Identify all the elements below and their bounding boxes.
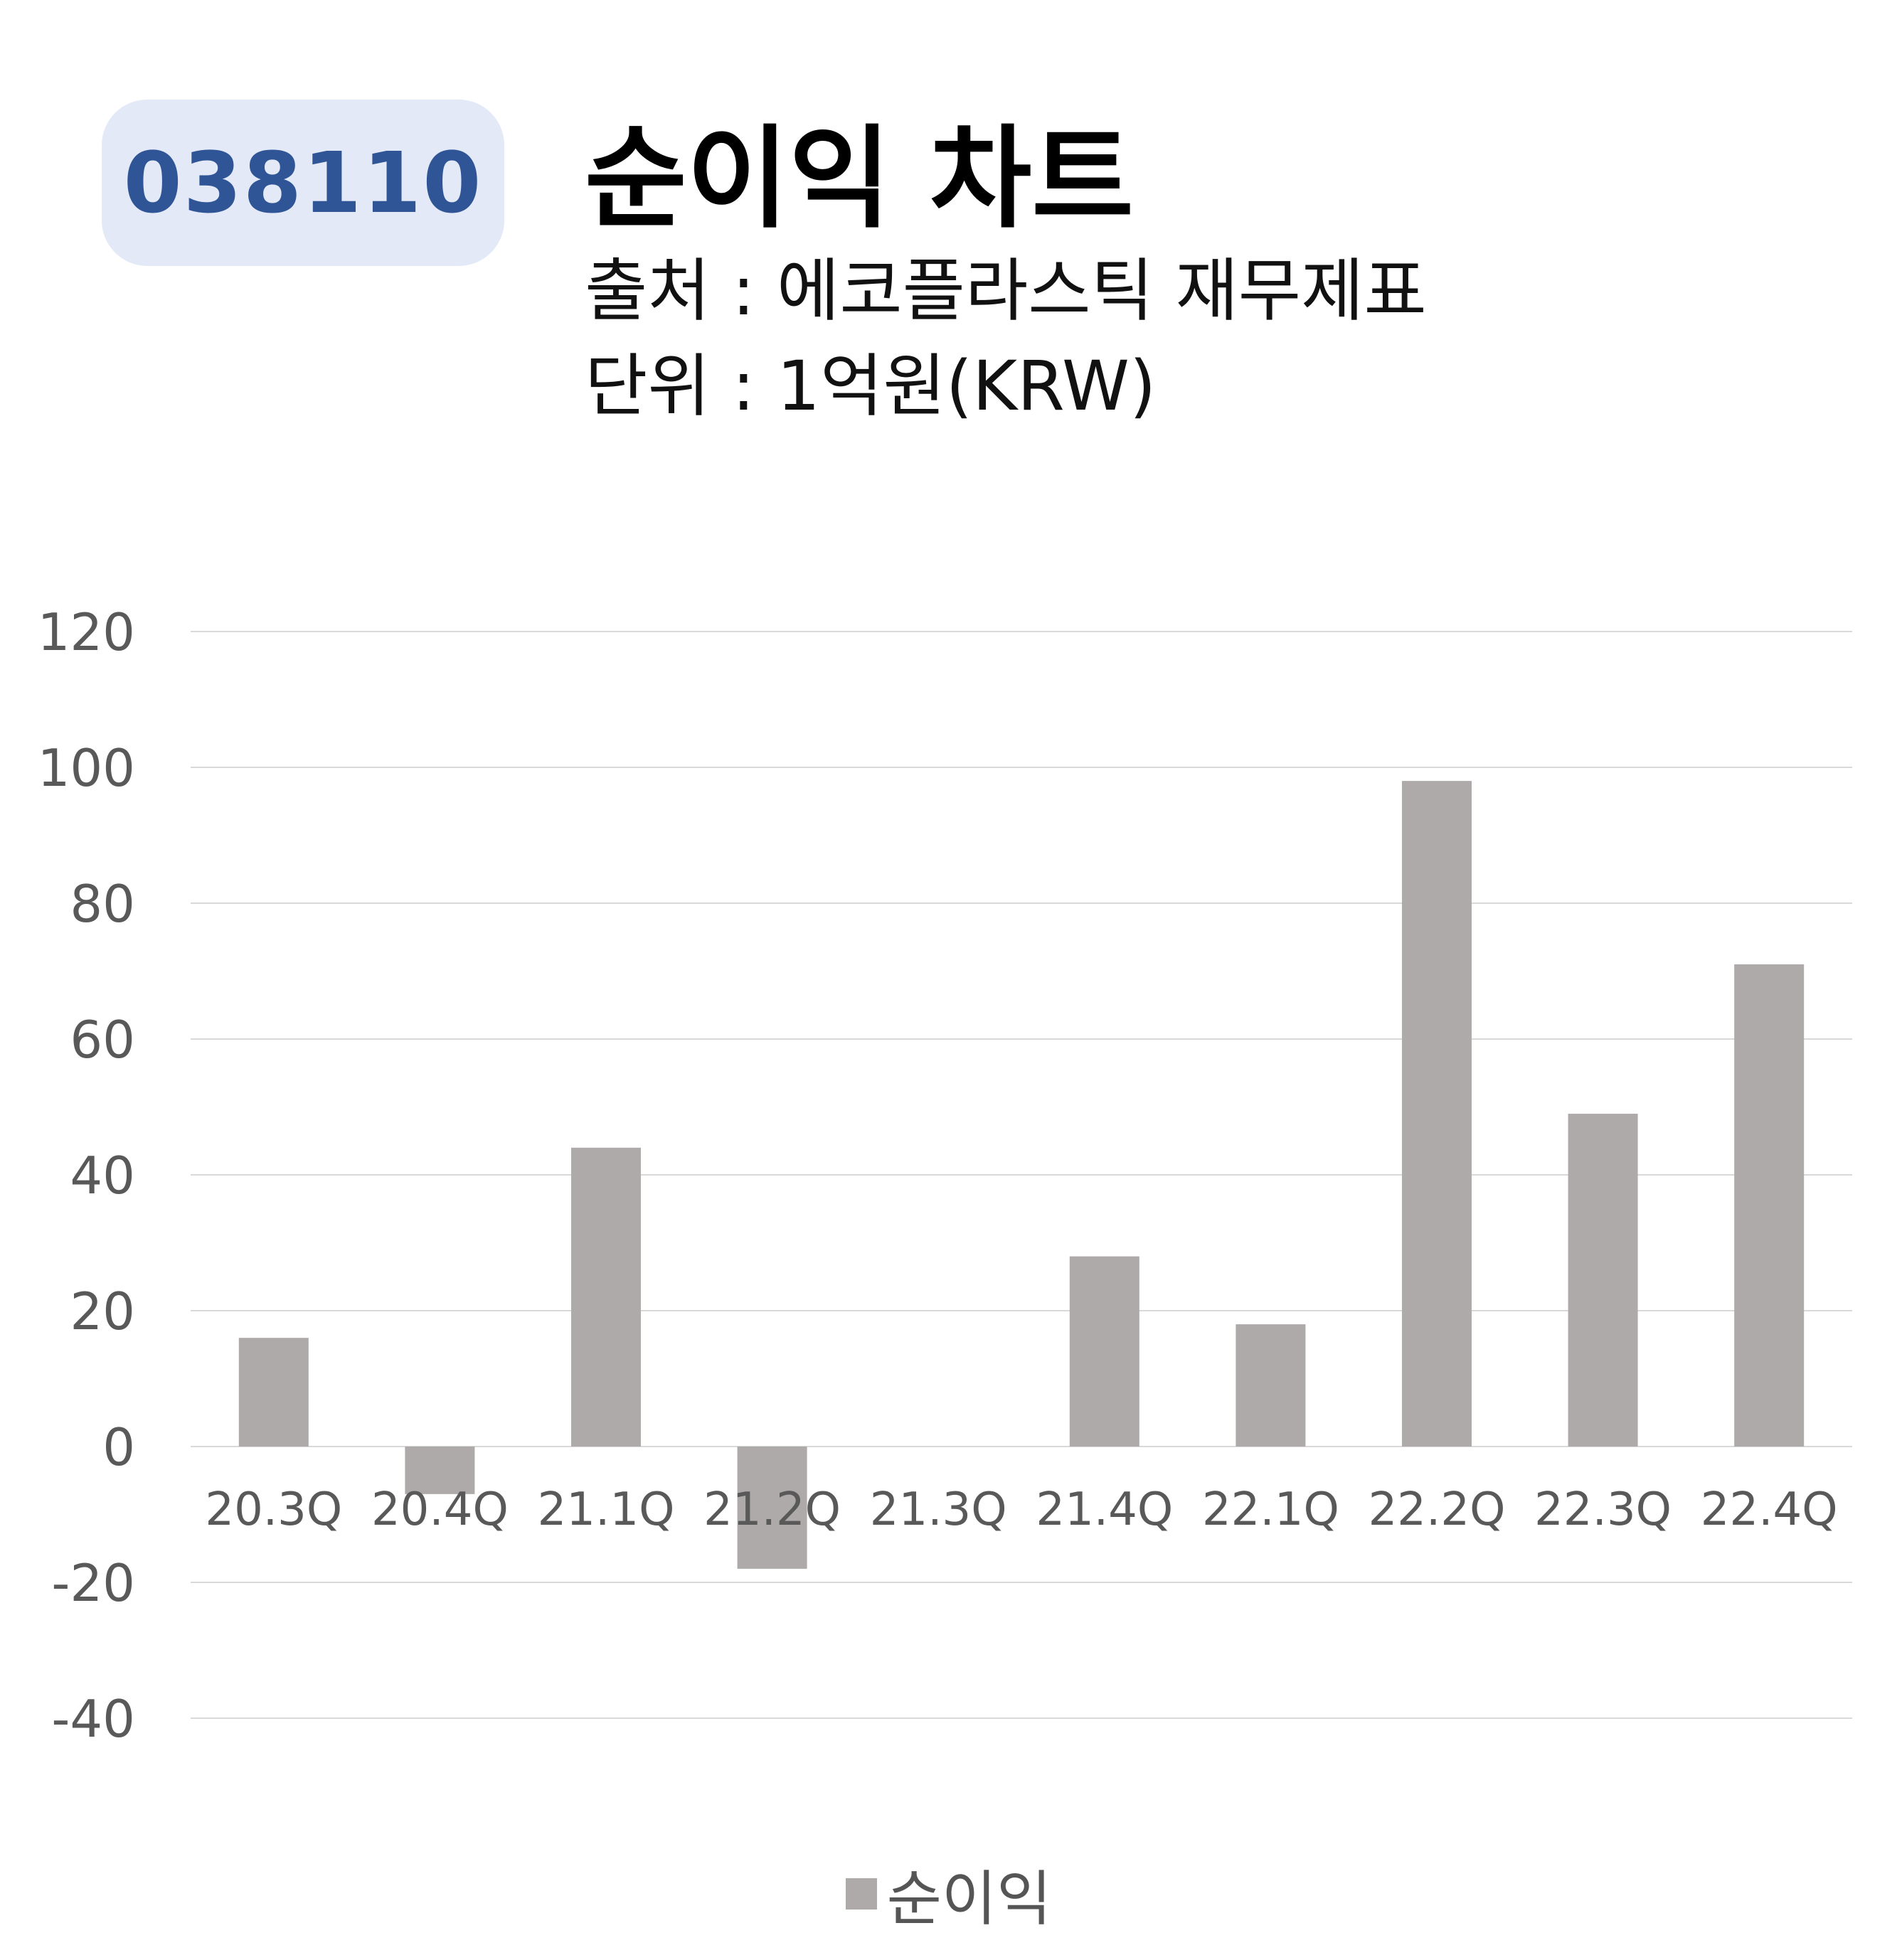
bar [1069,1256,1139,1447]
bar [238,1338,309,1447]
source-line: 출처 : 에코플라스틱 재무제표 [585,251,1427,331]
x-tick-label: 21.4Q [1036,1484,1173,1536]
x-tick-label: 22.4Q [1701,1484,1838,1536]
chart-header: 순이익 차트 출처 : 에코플라스틱 재무제표 단위 : 1억원(KRW) [585,114,1427,434]
y-tick-label: -20 [51,1553,135,1613]
stock-code-badge: 038110 [102,100,504,266]
x-tick-label: 21.1Q [538,1484,675,1536]
bar [1734,964,1805,1447]
y-tick-label: -40 [51,1689,135,1749]
x-axis-tick-labels: 20.3Q 20.4Q 21.1Q 21.2Q 21.3Q 21.4Q 22.1Q 22.2Q… [205,1484,1837,1536]
y-tick-label: 40 [70,1146,135,1205]
x-tick-label: 22.3Q [1534,1484,1672,1536]
bar [737,1447,807,1569]
bar [1568,1114,1638,1447]
x-tick-label: 20.3Q [205,1484,342,1536]
y-axis-tick-labels: -40 -20 0 20 40 60 80 100 120 [38,602,135,1749]
legend-label: 순이익 [886,1863,1052,1934]
x-tick-label: 21.2Q [703,1484,841,1536]
bar [1236,1324,1306,1447]
y-tick-label: 20 [70,1282,135,1341]
y-tick-label: 100 [38,738,135,798]
legend: 순이익 [0,1855,1897,1934]
y-tick-label: 0 [102,1417,135,1477]
x-tick-label: 21.3Q [870,1484,1007,1536]
y-tick-label: 120 [38,602,135,662]
x-tick-label: 22.2Q [1369,1484,1506,1536]
x-tick-label: 20.4Q [371,1484,509,1536]
y-tick-label: 60 [70,1010,135,1070]
y-tick-label: 80 [70,874,135,934]
bar [571,1147,641,1447]
legend-swatch [845,1878,877,1910]
bars [238,781,1805,1569]
bar [1402,781,1472,1447]
bar [405,1447,475,1494]
unit-line: 단위 : 1억원(KRW) [585,346,1157,426]
x-tick-label: 22.1Q [1202,1484,1339,1536]
gridlines [191,631,1852,1719]
chart-title: 순이익 차트 [585,114,1134,243]
